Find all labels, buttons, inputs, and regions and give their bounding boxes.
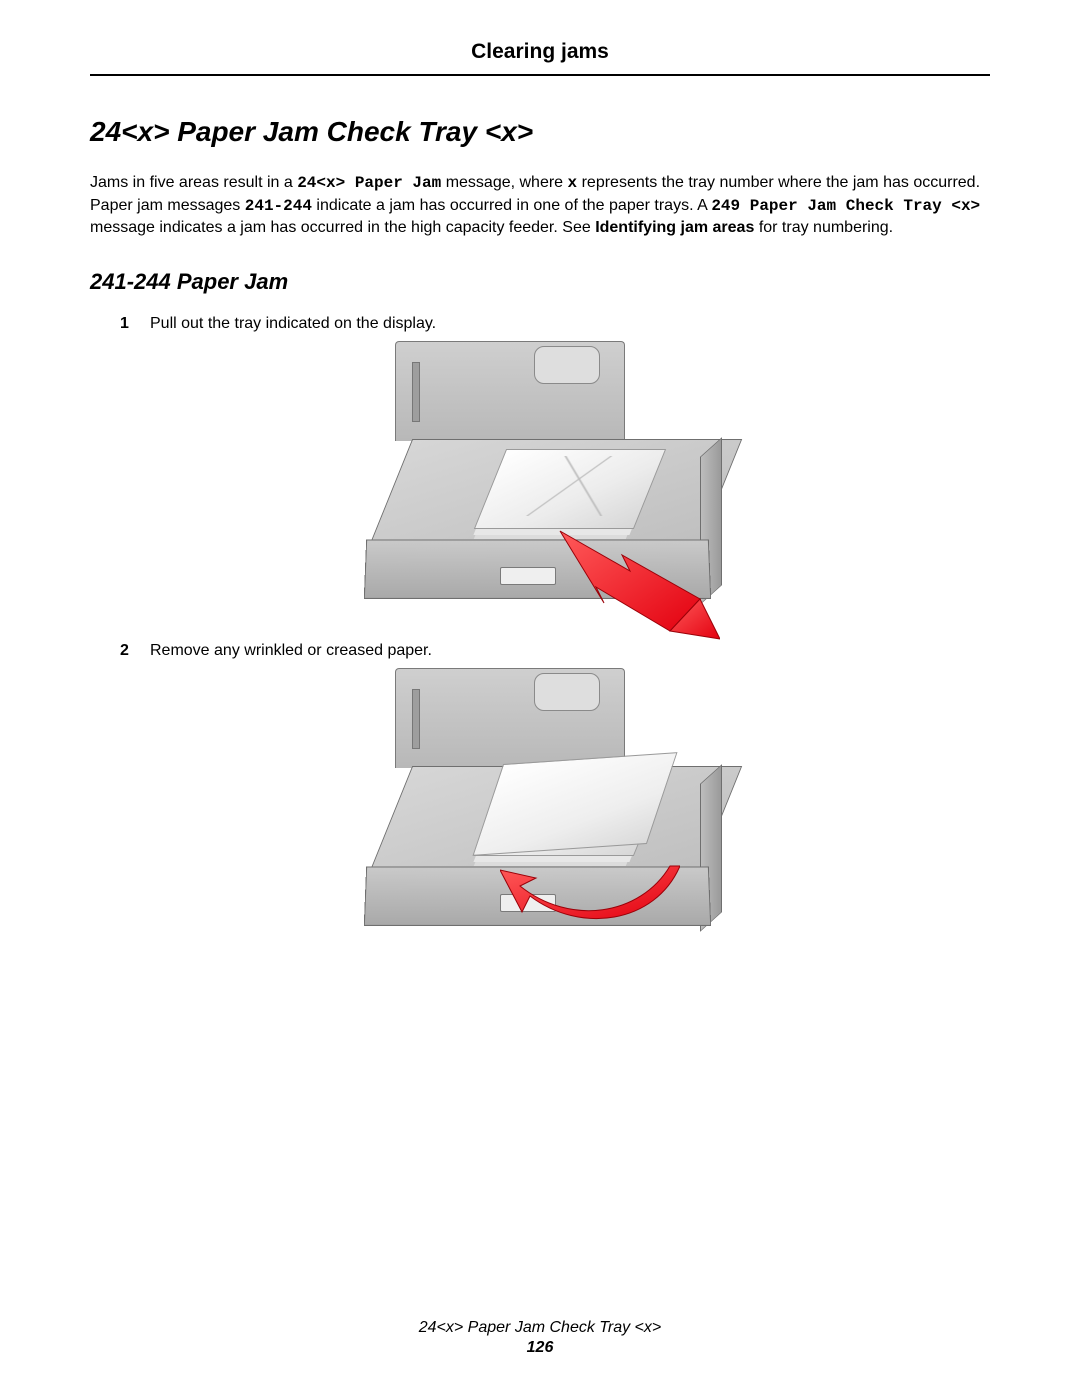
- arrow-svg: [550, 521, 720, 641]
- paper-tray: [360, 766, 720, 946]
- intro-mono-1: 24<x> Paper Jam: [297, 174, 441, 192]
- main-title: 24<x> Paper Jam Check Tray <x>: [90, 116, 990, 148]
- figure-1-printer-tray-pullout: [360, 341, 720, 619]
- intro-mono-3: 241-244: [245, 197, 312, 215]
- intro-text: for tray numbering.: [759, 219, 893, 236]
- printer-control-panel: [534, 673, 600, 711]
- figure-2-container: [90, 668, 990, 951]
- footer-title: 24<x> Paper Jam Check Tray <x>: [0, 1319, 1080, 1337]
- page-header-title: Clearing jams: [90, 40, 990, 74]
- header-rule: [90, 74, 990, 76]
- intro-bold-link[interactable]: Identifying jam areas: [595, 219, 754, 236]
- step-number: 1: [120, 315, 136, 333]
- figure-1-container: [90, 341, 990, 624]
- remove-paper-arrow-icon: [500, 826, 680, 936]
- intro-text: Jams in five areas result in a: [90, 174, 297, 191]
- arrow-svg: [500, 826, 680, 936]
- paper-tray: [360, 439, 720, 619]
- step-row: 2 Remove any wrinkled or creased paper.: [120, 642, 990, 660]
- subsection-title: 241-244 Paper Jam: [90, 269, 990, 295]
- printer-slot: [412, 689, 420, 749]
- printer-slot: [412, 362, 420, 422]
- step-number: 2: [120, 642, 136, 660]
- intro-text: message indicates a jam has occurred in …: [90, 219, 595, 236]
- figure-2-remove-paper: [360, 668, 720, 946]
- step-text: Pull out the tray indicated on the displ…: [150, 315, 436, 333]
- intro-mono-4: 249 Paper Jam Check Tray <x>: [711, 197, 980, 215]
- footer-page-number: 126: [0, 1339, 1080, 1357]
- printer-body: [395, 341, 625, 441]
- step-text: Remove any wrinkled or creased paper.: [150, 642, 432, 660]
- paper-stack: [474, 449, 666, 529]
- intro-paragraph: Jams in five areas result in a 24<x> Pap…: [90, 172, 990, 239]
- intro-text: message, where: [446, 174, 568, 191]
- intro-text: indicate a jam has occurred in one of th…: [316, 197, 711, 214]
- page-footer: 24<x> Paper Jam Check Tray <x> 126: [0, 1319, 1080, 1357]
- printer-control-panel: [534, 346, 600, 384]
- paper-crease-lines: [488, 456, 654, 516]
- intro-mono-2: x: [568, 174, 578, 192]
- pull-out-arrow-icon: [550, 521, 720, 641]
- tray-handle: [500, 567, 556, 585]
- printer-body: [395, 668, 625, 768]
- step-row: 1 Pull out the tray indicated on the dis…: [120, 315, 990, 333]
